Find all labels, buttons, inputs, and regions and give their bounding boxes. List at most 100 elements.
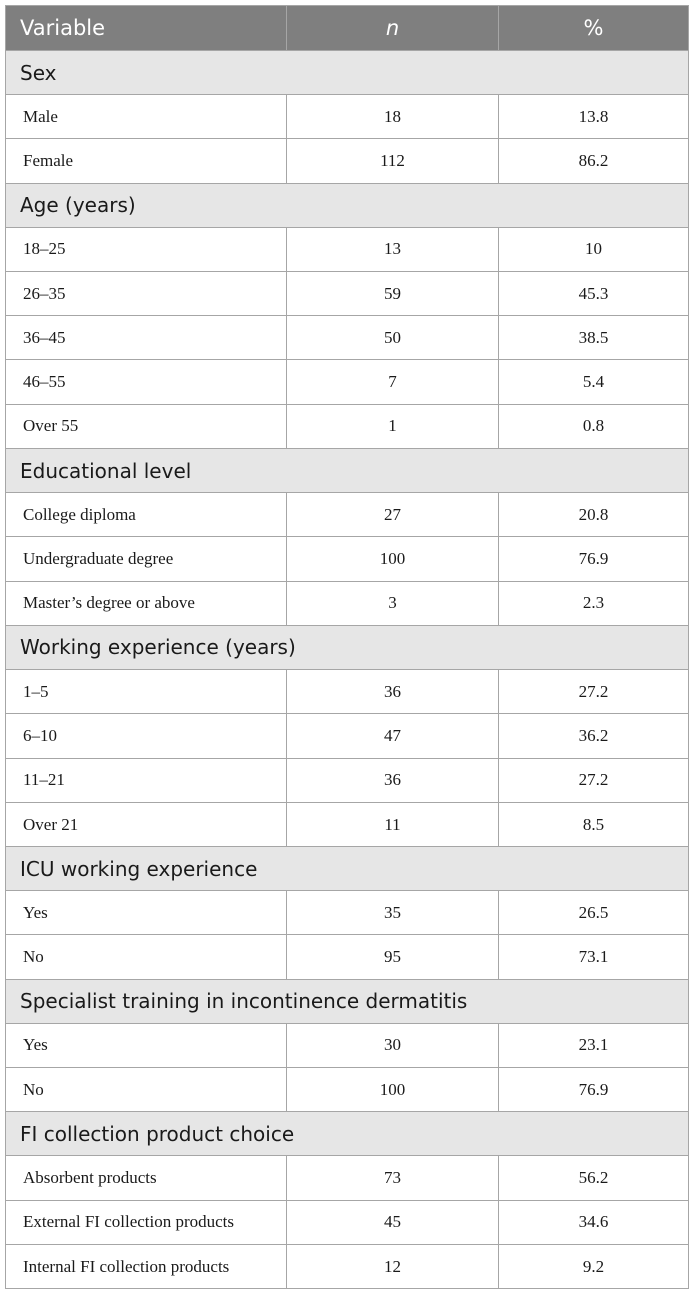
- section-title: Age (years): [5, 182, 689, 228]
- table-row: Yes 30 23.1: [5, 1022, 689, 1069]
- table-row: 46–55 7 5.4: [5, 359, 689, 405]
- table-row: Internal FI collection products 12 9.2: [5, 1243, 689, 1290]
- section-header-row: Sex: [5, 50, 689, 95]
- table-row: Master’s degree or above 3 2.3: [5, 580, 689, 626]
- table-row: No 100 76.9: [5, 1067, 689, 1113]
- table-row: Over 55 1 0.8: [5, 403, 689, 450]
- section-header-row: Working experience (years): [5, 624, 689, 670]
- table-row: 11–21 36 27.2: [5, 757, 689, 803]
- row-n: 30: [286, 1022, 499, 1069]
- row-percent: 23.1: [498, 1022, 689, 1069]
- row-n: 7: [286, 359, 499, 405]
- row-percent: 10: [498, 226, 689, 272]
- table-row: External FI collection products 45 34.6: [5, 1199, 689, 1245]
- table-row: 6–10 47 36.2: [5, 713, 689, 759]
- row-label: Male: [5, 93, 287, 140]
- header-n: n: [286, 5, 499, 51]
- row-percent: 13.8: [498, 93, 689, 140]
- row-label: 36–45: [5, 315, 287, 361]
- row-percent: 76.9: [498, 536, 689, 582]
- table-row: 18–25 13 10: [5, 226, 689, 272]
- table-row: Female 112 86.2: [5, 138, 689, 184]
- section-header-row: Specialist training in incontinence derm…: [5, 978, 689, 1024]
- row-n: 100: [286, 536, 499, 582]
- section-header-row: Age (years): [5, 182, 689, 228]
- table-row: Yes 35 26.5: [5, 890, 689, 936]
- row-n: 13: [286, 226, 499, 272]
- table-row: No 95 73.1: [5, 934, 689, 980]
- row-percent: 0.8: [498, 403, 689, 450]
- section-title: ICU working experience: [5, 846, 689, 892]
- table-row: 1–5 36 27.2: [5, 668, 689, 715]
- row-percent: 27.2: [498, 757, 689, 803]
- section-header-row: Educational level: [5, 448, 689, 494]
- row-percent: 34.6: [498, 1199, 689, 1245]
- row-n: 36: [286, 757, 499, 803]
- table-header-row: Variable n %: [5, 5, 689, 51]
- row-n: 18: [286, 93, 499, 140]
- row-percent: 9.2: [498, 1243, 689, 1290]
- row-label: Master’s degree or above: [5, 580, 287, 626]
- row-label: Yes: [5, 1022, 287, 1069]
- section-title: Working experience (years): [5, 624, 689, 670]
- row-n: 95: [286, 934, 499, 980]
- row-n: 112: [286, 138, 499, 184]
- row-n: 47: [286, 713, 499, 759]
- row-label: Yes: [5, 890, 287, 936]
- row-n: 45: [286, 1199, 499, 1245]
- header-percent: %: [498, 5, 689, 51]
- section-header-row: FI collection product choice: [5, 1111, 689, 1157]
- row-n: 35: [286, 890, 499, 936]
- row-label: 26–35: [5, 270, 287, 317]
- row-label: 1–5: [5, 668, 287, 715]
- row-n: 11: [286, 801, 499, 848]
- row-percent: 20.8: [498, 492, 689, 538]
- section-title: FI collection product choice: [5, 1111, 689, 1157]
- row-percent: 56.2: [498, 1155, 689, 1201]
- section-title: Sex: [5, 50, 689, 95]
- table-row: Male 18 13.8: [5, 93, 689, 140]
- row-n: 3: [286, 580, 499, 626]
- section-header-row: ICU working experience: [5, 846, 689, 892]
- row-percent: 38.5: [498, 315, 689, 361]
- row-label: 6–10: [5, 713, 287, 759]
- row-n: 100: [286, 1067, 499, 1113]
- row-label: No: [5, 1067, 287, 1113]
- demographics-table: Variable n % Sex Male 18 13.8 Female 112 86.2 A…: [5, 5, 689, 1290]
- row-n: 59: [286, 270, 499, 317]
- row-percent: 36.2: [498, 713, 689, 759]
- row-label: 11–21: [5, 757, 287, 803]
- section-title: Specialist training in incontinence derm…: [5, 978, 689, 1024]
- header-variable: Variable: [5, 5, 287, 51]
- row-label: Absorbent products: [5, 1155, 287, 1201]
- row-n: 36: [286, 668, 499, 715]
- row-percent: 8.5: [498, 801, 689, 848]
- row-label: 46–55: [5, 359, 287, 405]
- row-percent: 45.3: [498, 270, 689, 317]
- table-row: 26–35 59 45.3: [5, 270, 689, 317]
- row-percent: 76.9: [498, 1067, 689, 1113]
- row-label: Internal FI collection products: [5, 1243, 287, 1290]
- row-n: 73: [286, 1155, 499, 1201]
- table-row: Absorbent products 73 56.2: [5, 1155, 689, 1201]
- row-label: Over 55: [5, 403, 287, 450]
- row-percent: 5.4: [498, 359, 689, 405]
- row-label: External FI collection products: [5, 1199, 287, 1245]
- section-title: Educational level: [5, 448, 689, 494]
- row-label: Undergraduate degree: [5, 536, 287, 582]
- row-n: 27: [286, 492, 499, 538]
- table-row: Undergraduate degree 100 76.9: [5, 536, 689, 582]
- table-row: College diploma 27 20.8: [5, 492, 689, 538]
- row-label: 18–25: [5, 226, 287, 272]
- row-percent: 86.2: [498, 138, 689, 184]
- row-n: 1: [286, 403, 499, 450]
- table-row: 36–45 50 38.5: [5, 315, 689, 361]
- row-percent: 73.1: [498, 934, 689, 980]
- table-body: Sex Male 18 13.8 Female 112 86.2 Age (years) 18–…: [5, 50, 689, 1290]
- row-label: Over 21: [5, 801, 287, 848]
- row-n: 12: [286, 1243, 499, 1290]
- row-label: Female: [5, 138, 287, 184]
- row-label: No: [5, 934, 287, 980]
- row-n: 50: [286, 315, 499, 361]
- row-percent: 27.2: [498, 668, 689, 715]
